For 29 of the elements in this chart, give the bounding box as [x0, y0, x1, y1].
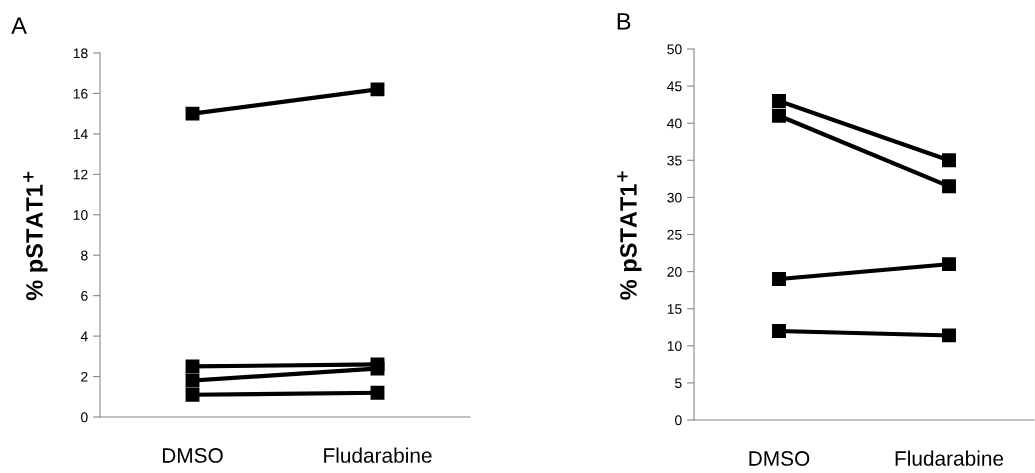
y-tick-label: 25: [667, 229, 682, 240]
y-axis-title: % pSTAT1$^{+}$: [23, 171, 48, 301]
y-tick-label: 8: [81, 250, 88, 261]
y-tick-label: 14: [73, 129, 88, 139]
y-tick-label: 30: [667, 192, 682, 203]
y-axis-title: % pSTAT1$^{+}$: [617, 171, 642, 300]
chart-title: B: [617, 13, 631, 30]
y-tick-label: 10: [73, 210, 88, 220]
x-tick-label: Fludarabine: [895, 450, 1004, 466]
y-tick-label: 12: [73, 169, 88, 180]
y-tick-label: 4: [80, 331, 88, 342]
y-tick-label: 20: [667, 266, 682, 277]
y-tick-label: 0: [81, 412, 88, 423]
y-tick-label: 15: [667, 304, 682, 314]
y-tick-label: 5: [675, 378, 682, 389]
x-tick-label: DMSO: [749, 451, 810, 466]
y-tick-label: 45: [667, 81, 682, 92]
y-tick-label: 16: [73, 88, 88, 99]
x-tick-label: Fludarabine: [324, 447, 432, 463]
y-tick-label: 50: [667, 44, 682, 55]
y-tick-label: 35: [667, 155, 682, 166]
y-tick-label: 10: [667, 341, 682, 351]
chart-title: A: [11, 17, 27, 34]
y-tick-label: 0: [675, 415, 682, 426]
y-tick-label: 40: [667, 118, 682, 129]
y-tick-label: 2: [81, 371, 88, 382]
x-tick-label: DMSO: [162, 448, 223, 463]
y-tick-label: 6: [81, 291, 88, 301]
y-tick-label: 18: [73, 48, 88, 59]
